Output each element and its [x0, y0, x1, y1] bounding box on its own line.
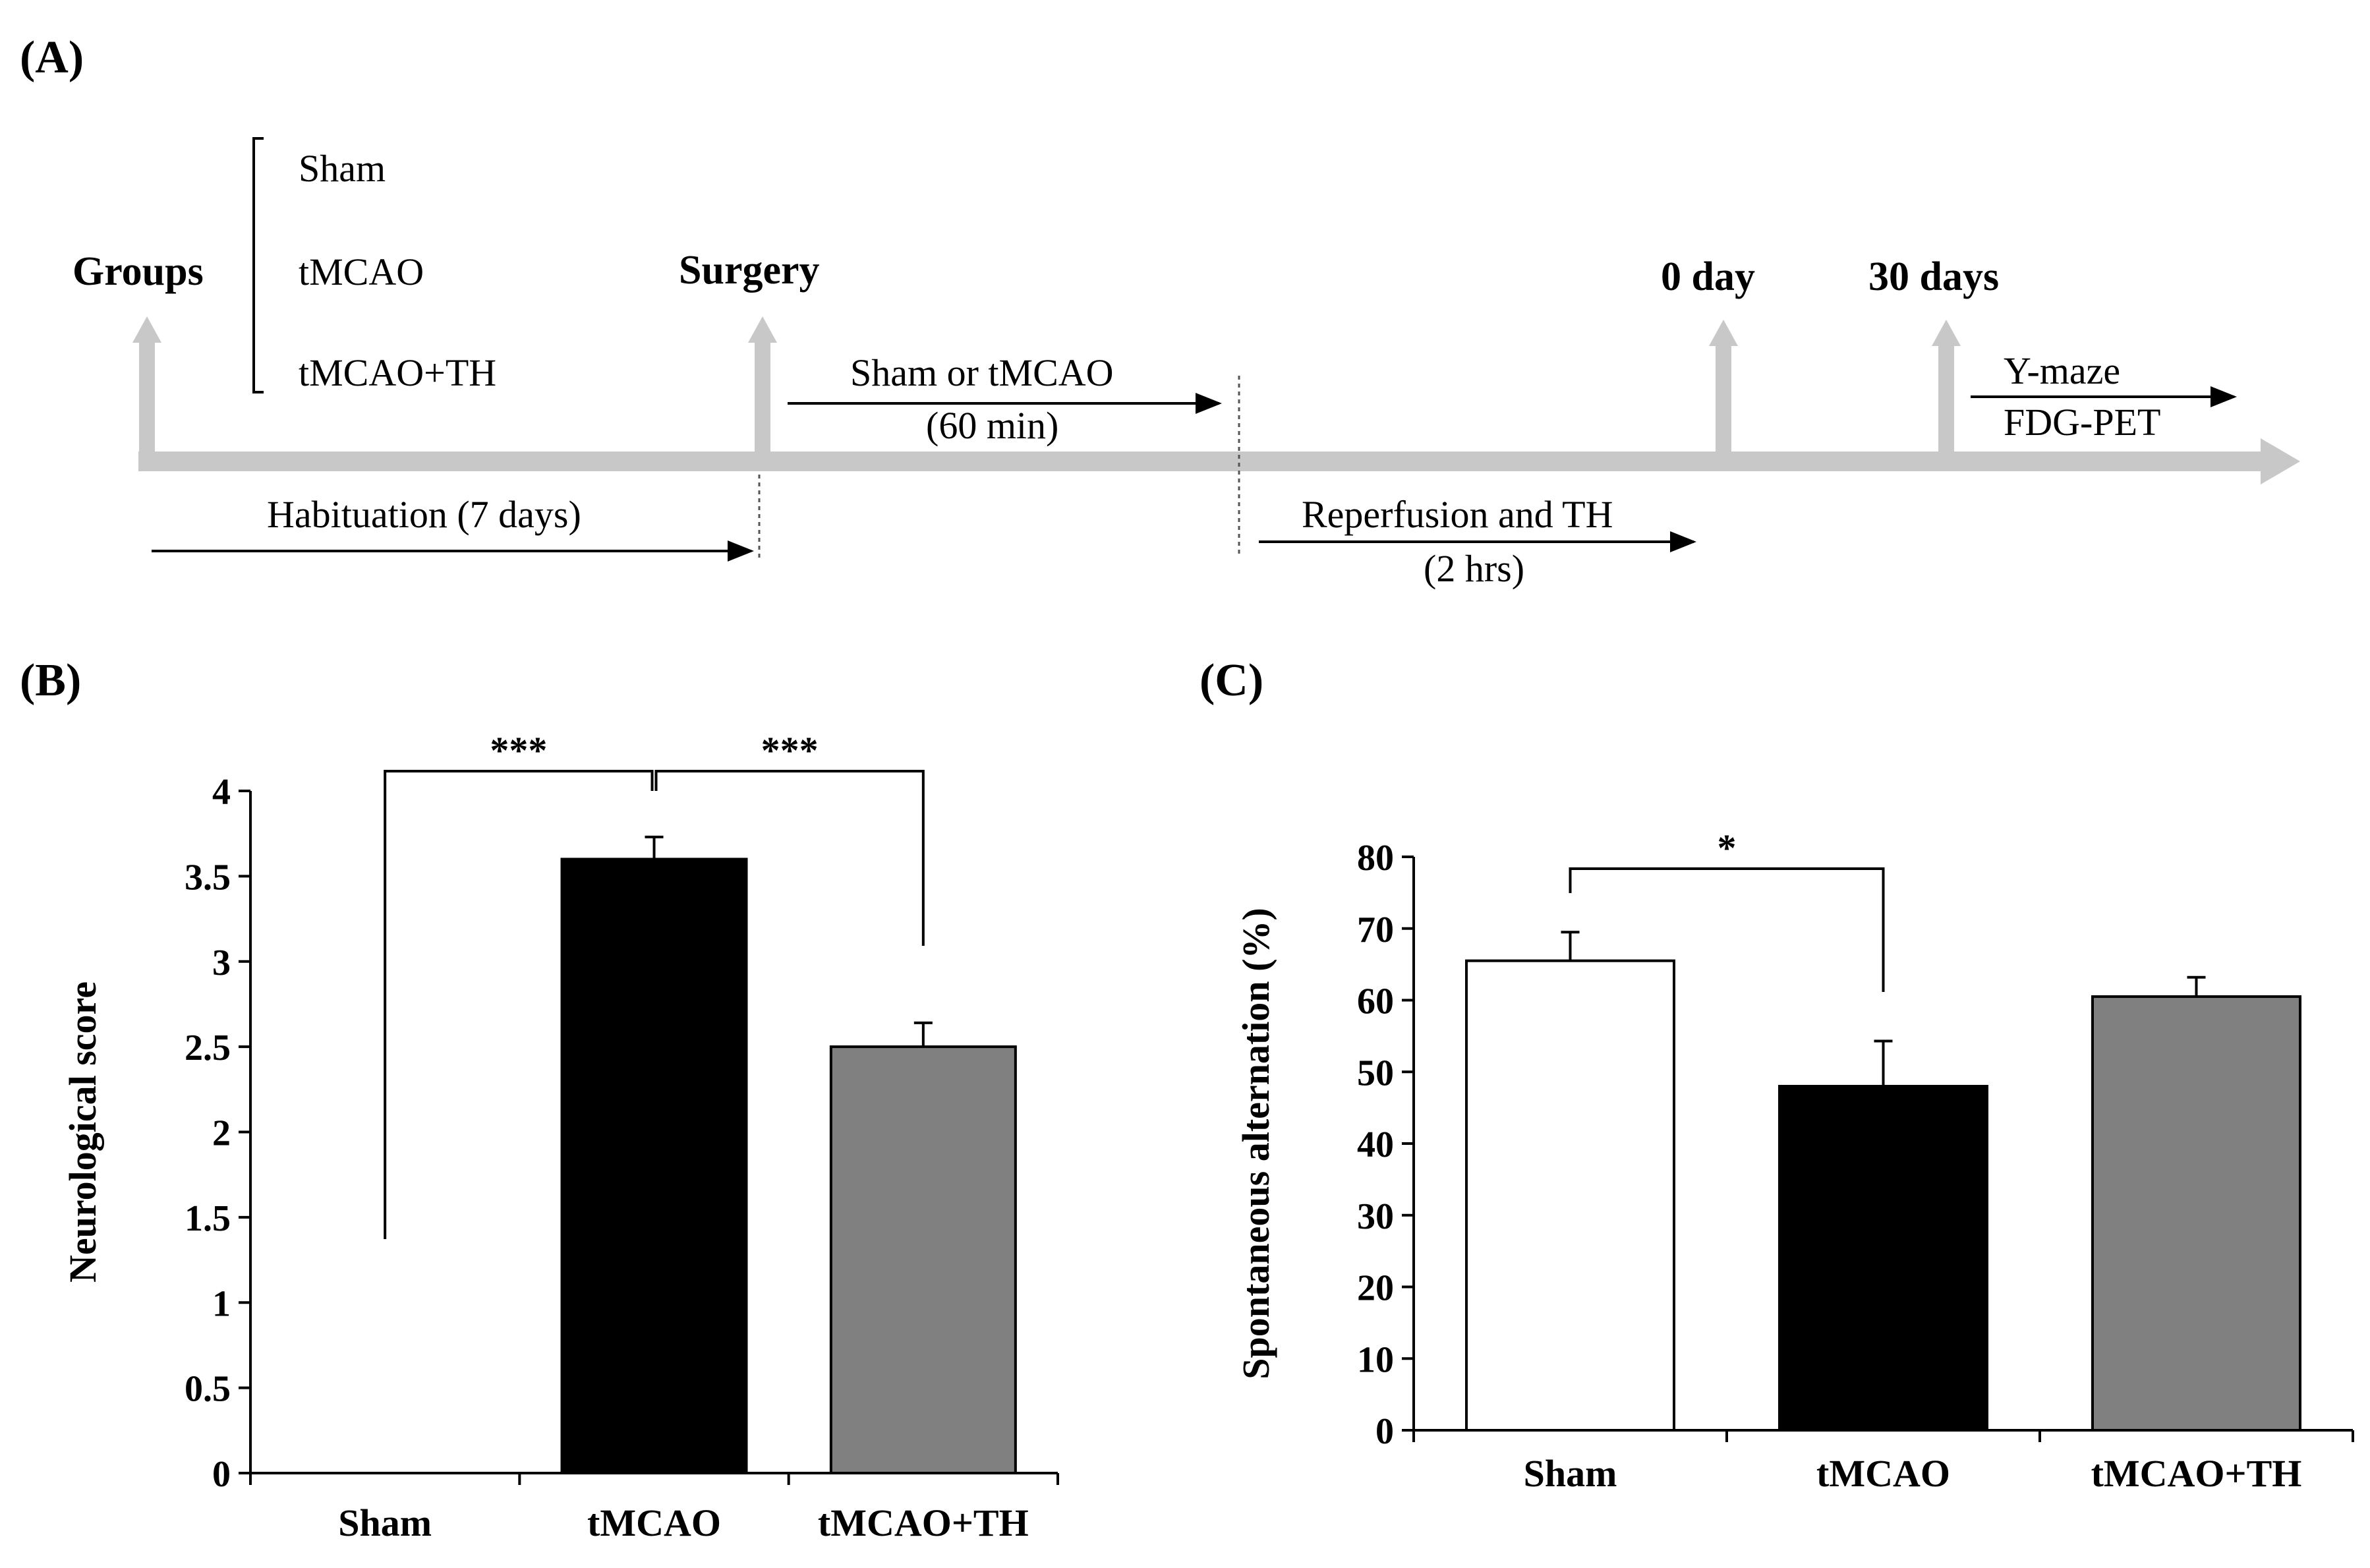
groups-heading: Groups — [72, 249, 204, 294]
habituation-label: Habituation (7 days) — [267, 493, 581, 536]
y-tick-label: 50 — [1357, 1053, 1394, 1093]
category-label: tMCAO+TH — [818, 1501, 1029, 1544]
panel-label-a: (A) — [20, 32, 84, 83]
reperfusion-label: Reperfusion and TH — [1302, 493, 1613, 536]
group-item: Sham — [299, 147, 386, 190]
sham-duration-label: (60 min) — [926, 404, 1058, 447]
y-tick-label: 0 — [1375, 1411, 1394, 1452]
category-label: tMCAO+TH — [2091, 1452, 2302, 1495]
y-axis-label: Spontaneous alternation (%) — [1234, 908, 1277, 1379]
y-tick-label: 1 — [212, 1283, 231, 1324]
day0-heading: 0 day — [1661, 254, 1755, 299]
spontaneous-alternation-chart: 0 10 20 30 40 50 60 70 80 Spontaneous alternation… — [1234, 827, 2354, 1495]
significance-label: *** — [761, 729, 819, 772]
fdgpet-label: FDG-PET — [2004, 401, 2160, 444]
group-item: tMCAO — [299, 250, 424, 293]
significance-label: *** — [490, 729, 547, 772]
sham-or-tmcao-label: Sham or tMCAO — [850, 351, 1114, 394]
timeline-tick-day30 — [1932, 320, 1961, 455]
bar — [1778, 1085, 1988, 1432]
significance-bracket — [654, 770, 925, 946]
y-tick-label: 3 — [212, 943, 231, 983]
y-tick-label: 2.5 — [185, 1028, 231, 1068]
neurological-score-chart: 0 0.5 1 1.5 2 2.5 3 3.5 4 Neurological score Sham t… — [61, 729, 1059, 1544]
timeline-tick-groups — [132, 316, 161, 455]
y-tick-label: 70 — [1357, 910, 1394, 950]
y-tick-label: 0 — [212, 1454, 231, 1495]
groups-bracket — [252, 137, 264, 393]
significance-bracket — [384, 770, 654, 1239]
timeline-tick-day0 — [1709, 320, 1738, 455]
y-tick-label: 4 — [212, 772, 231, 813]
bar — [2091, 995, 2301, 1432]
category-label: tMCAO — [1816, 1452, 1950, 1495]
bar — [829, 1045, 1017, 1474]
y-tick-label: 0.5 — [185, 1369, 231, 1410]
ymaze-label: Y-maze — [2004, 349, 2120, 392]
category-label: tMCAO — [587, 1501, 721, 1544]
significance-bracket — [1569, 867, 1885, 992]
bar — [1465, 959, 1675, 1432]
significance-label: * — [1718, 827, 1737, 869]
y-tick-label: 20 — [1357, 1268, 1394, 1309]
timeline-axis — [138, 438, 2300, 484]
y-tick-label: 60 — [1357, 981, 1394, 1022]
reperfusion-duration-label: (2 hrs) — [1424, 547, 1524, 590]
timeline-tick-surgery — [748, 316, 777, 455]
y-tick-label: 10 — [1357, 1339, 1394, 1380]
y-tick-label: 80 — [1357, 838, 1394, 879]
y-tick-label: 2 — [212, 1113, 231, 1154]
y-axis-label: Neurological score — [61, 981, 104, 1283]
panel-label-c: (C) — [1199, 655, 1263, 706]
y-tick-label: 30 — [1357, 1196, 1394, 1237]
group-item: tMCAO+TH — [299, 351, 496, 394]
bar — [560, 857, 748, 1474]
category-label: Sham — [338, 1501, 432, 1544]
panel-label-b: (B) — [20, 655, 81, 706]
category-label: Sham — [1524, 1452, 1617, 1495]
y-tick-label: 3.5 — [185, 857, 231, 898]
surgery-heading: Surgery — [679, 248, 820, 293]
y-tick-label: 40 — [1357, 1124, 1394, 1165]
day30-heading: 30 days — [1868, 254, 1999, 299]
y-tick-label: 1.5 — [185, 1198, 231, 1239]
